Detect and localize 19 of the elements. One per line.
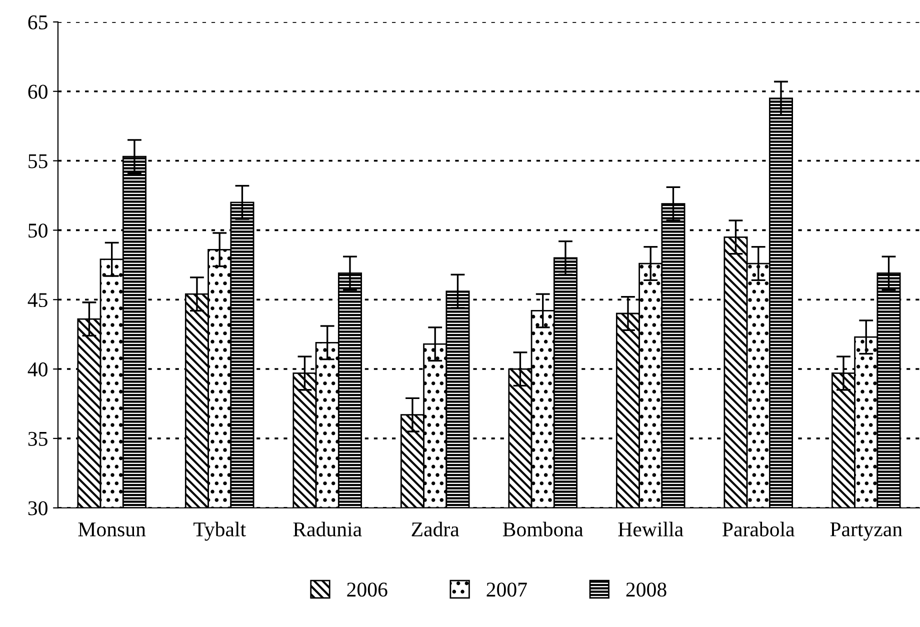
y-tick-label: 30 bbox=[28, 501, 48, 516]
y-tick-label: 65 bbox=[28, 15, 48, 30]
y-tick-label: 45 bbox=[28, 293, 48, 308]
x-tick-label: Bombona bbox=[502, 522, 584, 536]
x-tick-label: Radunia bbox=[293, 522, 362, 536]
x-tick-label: Monsun bbox=[78, 522, 146, 536]
legend-label: 2008 bbox=[626, 582, 666, 597]
y-tick-label: 50 bbox=[28, 224, 48, 238]
x-tick-label: Partyzan bbox=[830, 522, 902, 541]
x-tick-label: Zadra bbox=[412, 522, 460, 536]
y-tick-label: 60 bbox=[28, 84, 48, 99]
legend-label: 2007 bbox=[486, 582, 527, 597]
legend-label: 2006 bbox=[347, 582, 388, 597]
y-tick-label: 40 bbox=[28, 362, 48, 376]
x-tick-label: Tybalt bbox=[194, 522, 246, 541]
x-tick-label: Parabola bbox=[722, 522, 795, 536]
y-tick-label: 35 bbox=[28, 432, 48, 446]
y-tick-label: 55 bbox=[28, 154, 48, 168]
x-tick-label: Hewilla bbox=[618, 522, 684, 536]
